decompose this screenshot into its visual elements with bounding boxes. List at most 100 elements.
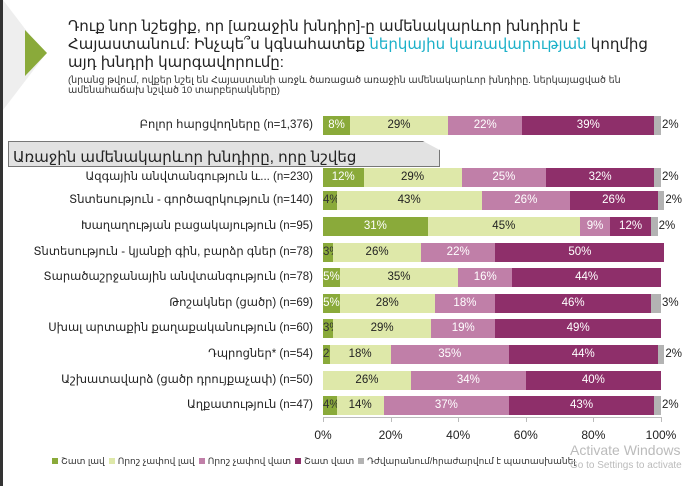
tick-label: 100%: [645, 428, 677, 442]
data-label: 12%: [619, 220, 643, 232]
bar-segment: [434, 294, 496, 313]
bar-segment: [323, 371, 411, 390]
data-label: 44%: [575, 271, 599, 283]
data-label: 2%: [665, 348, 682, 360]
bar-segment: [546, 168, 655, 187]
data-label: 29%: [387, 119, 411, 131]
bar-segment: [363, 168, 462, 187]
bar-segment: [410, 371, 526, 390]
bar-segment: [323, 116, 351, 135]
bar-segment: [323, 294, 340, 313]
data-label: 37%: [434, 399, 458, 411]
data-label: 2%: [662, 171, 679, 183]
data-label: 19%: [451, 322, 475, 334]
category-label: Աշխատավարձ (ցածր դրույքաչափ) (n=50): [61, 374, 313, 386]
data-label: 14%: [348, 399, 372, 411]
bar-segment: [522, 116, 655, 135]
data-label: 2%: [665, 194, 682, 206]
bar-segment: [431, 319, 496, 338]
bar-segment: [448, 116, 523, 135]
bar-segment: [333, 319, 432, 338]
bar-segment: [421, 243, 496, 262]
chart-title: Դուք նոր նշեցիք, որ [առաջին խնդիր]-ը ամե…: [68, 18, 668, 72]
data-label: 35%: [387, 271, 411, 283]
legend-entry: Որոշ չափով լավ: [117, 456, 195, 466]
legend-swatch: [295, 458, 302, 464]
bar-segment: [323, 168, 364, 187]
bar-segment: [350, 116, 449, 135]
category-label: Տնտեսություն - կյանքի գին, բարձր գներ (n…: [33, 246, 313, 258]
watermark-line2: Go to Settings to activate: [570, 460, 682, 471]
bar-segment: [323, 243, 334, 262]
bar-segment: [654, 168, 661, 187]
tick-mark: [458, 417, 460, 422]
bar-segment: [610, 217, 651, 236]
data-label: 22%: [473, 119, 497, 131]
bar-segment: [650, 217, 658, 236]
category-label: Թոշակներ (ցածր) (n=69): [169, 297, 313, 309]
data-label: 22%: [446, 246, 470, 258]
bar-segment: [579, 217, 611, 236]
category-label: Դպրոցներ* (n=54): [208, 348, 313, 360]
tick-mark: [661, 417, 662, 422]
category-label: Տարածաշրջանային անվտանգություն (n=78): [43, 271, 313, 283]
data-label: 2%: [662, 119, 679, 131]
data-label: 9%: [586, 220, 604, 232]
bar-segment: [508, 396, 655, 415]
bar-segment: [383, 396, 509, 415]
watermark-line1: Activate Windows: [570, 442, 681, 458]
bar-segment: [336, 191, 482, 210]
data-label: 26%: [602, 194, 626, 206]
bar-segment: [323, 217, 428, 236]
data-label: 29%: [401, 171, 425, 183]
data-label: 29%: [370, 322, 394, 334]
data-label: 26%: [514, 194, 538, 206]
category-label: Աղքատություն (n=47): [186, 399, 313, 411]
bar-segment: [323, 345, 330, 364]
data-label: 43%: [570, 399, 594, 411]
data-label: 32%: [588, 171, 612, 183]
bar-segment: [512, 268, 661, 287]
bar-segment: [495, 319, 661, 338]
data-label: 25%: [492, 171, 516, 183]
data-label: 31%: [363, 220, 387, 232]
data-label: 3%: [662, 297, 679, 309]
bar-segment: [481, 191, 570, 210]
tick-mark: [525, 417, 527, 422]
tick-label: 40%: [446, 428, 471, 442]
bar-segment: [495, 294, 651, 313]
data-label: 40%: [581, 374, 605, 386]
legend-swatch: [108, 458, 115, 464]
title-text: Դուք նոր նշեցիք, որ [առաջին խնդիր]-ը ամե…: [68, 18, 581, 53]
data-label: 4%: [323, 194, 340, 206]
tick-mark: [390, 417, 392, 422]
bar-segment: [569, 191, 658, 210]
category-label: Բոլոր հարցվողները (n=1,376): [139, 119, 313, 131]
category-label: Տնտեսություն - գործազրկություն (n=140): [69, 194, 313, 206]
bar-segment: [339, 268, 459, 287]
data-label: 28%: [375, 297, 399, 309]
green-arrow-icon: [25, 30, 47, 76]
x-axis: [323, 417, 661, 418]
data-label: 44%: [571, 348, 595, 360]
bar-segment: [654, 396, 661, 415]
data-label: 2%: [658, 220, 676, 232]
data-label: 26%: [365, 246, 389, 258]
legend-entry: Դժվարանում/հրաժարվում է պատասխանել: [367, 456, 576, 466]
data-label: 43%: [397, 194, 421, 206]
data-label: 8%: [328, 119, 345, 131]
legend-entry: Որոշ չափով վատ: [207, 456, 292, 466]
category-label: Սխալ արտաքին քաղաքականություն (n=60): [48, 322, 313, 334]
data-label: 18%: [453, 297, 477, 309]
tick-label: 0%: [314, 428, 332, 442]
chart-subtitle: (նրանց թվում, ովքեր նշել են Հայաստանի առ…: [68, 75, 621, 96]
bar-segment: [333, 243, 421, 262]
category-label: Խաղաղության բացակայություն (n=95): [81, 220, 313, 232]
bar-segment: [458, 268, 513, 287]
bar-segment: [336, 396, 384, 415]
title-highlight: ներկայիս կառավարության: [369, 36, 587, 53]
bar-segment: [495, 243, 665, 262]
legend-swatch: [358, 458, 365, 464]
legend-swatch: [52, 458, 58, 464]
data-label: 26%: [355, 374, 379, 386]
